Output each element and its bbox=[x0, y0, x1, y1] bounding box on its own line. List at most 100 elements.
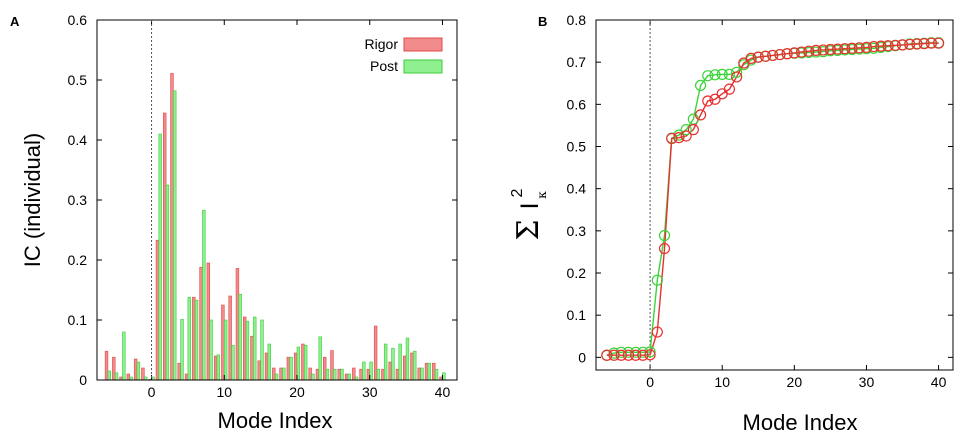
bar-post bbox=[216, 354, 221, 381]
bar-post bbox=[260, 319, 264, 381]
panel-b-y-axis-title: Σ I κ 2 bbox=[509, 188, 549, 240]
bar-post bbox=[427, 362, 431, 381]
point-rigor bbox=[882, 40, 894, 52]
bar-post bbox=[274, 373, 279, 381]
point-post bbox=[630, 346, 642, 358]
point-rigor bbox=[752, 51, 764, 63]
bar-post bbox=[413, 350, 417, 381]
point-rigor bbox=[644, 349, 656, 361]
bar-post bbox=[347, 373, 351, 381]
point-rigor bbox=[781, 48, 793, 60]
panel-b-y-tick-label: 0.1 bbox=[567, 307, 587, 323]
bar-rigor bbox=[250, 335, 254, 381]
bar-rigor bbox=[301, 343, 305, 381]
panel-b-y-tick-label: 0.8 bbox=[567, 12, 587, 28]
point-rigor bbox=[795, 46, 808, 58]
bar-post bbox=[391, 347, 395, 381]
point-rigor bbox=[788, 47, 800, 59]
point-rigor bbox=[774, 48, 786, 61]
point-rigor bbox=[824, 43, 836, 56]
bar-rigor bbox=[381, 368, 385, 381]
intensity-variable: I bbox=[516, 202, 544, 209]
panel-a-y-axis-title: IC (individual) bbox=[20, 133, 45, 268]
panel-b: B 0 10 20 30 40 0 0.1 0.2 0.3 0.4 0.5 0.6 0.7 0.8 Mod… bbox=[509, 12, 954, 435]
bar-rigor bbox=[126, 373, 131, 381]
bar-post bbox=[253, 316, 257, 381]
point-rigor bbox=[896, 39, 909, 51]
bar-post bbox=[209, 319, 213, 381]
point-post bbox=[637, 346, 649, 358]
point-post bbox=[731, 66, 743, 78]
bar-rigor bbox=[432, 362, 436, 381]
point-rigor bbox=[680, 130, 692, 142]
bar-post bbox=[420, 367, 424, 381]
bar-rigor bbox=[264, 352, 269, 381]
bar-post bbox=[267, 343, 271, 381]
bar-rigor bbox=[272, 367, 276, 381]
panel-b-y-tick-label: 0.3 bbox=[567, 223, 587, 239]
bar-rigor bbox=[308, 367, 312, 381]
panel-b-x-tick-label: 10 bbox=[714, 374, 730, 390]
point-rigor bbox=[622, 349, 635, 361]
bar-rigor bbox=[410, 352, 414, 381]
point-rigor bbox=[875, 40, 887, 52]
bar-post bbox=[333, 368, 337, 381]
point-post bbox=[680, 124, 692, 136]
point-rigor bbox=[817, 44, 829, 56]
point-rigor bbox=[745, 52, 757, 64]
bar-post bbox=[325, 368, 330, 381]
point-rigor bbox=[767, 49, 779, 62]
bar-rigor bbox=[279, 367, 283, 381]
point-post bbox=[622, 346, 635, 358]
legend-swatch-rigor bbox=[403, 37, 443, 52]
point-post bbox=[673, 129, 685, 141]
bar-rigor bbox=[286, 356, 291, 381]
panel-a-x-tick-label: 20 bbox=[289, 384, 305, 400]
panel-a-y-tick-label: 0.6 bbox=[68, 12, 88, 28]
point-post bbox=[644, 346, 656, 358]
point-rigor bbox=[904, 38, 916, 51]
bar-post bbox=[122, 331, 126, 381]
bar-post bbox=[194, 299, 199, 381]
point-rigor bbox=[601, 349, 613, 361]
legend-label-post: Post bbox=[370, 58, 398, 74]
panel-b-lines bbox=[601, 37, 945, 361]
panel-a-y-tick-label: 0.2 bbox=[68, 252, 88, 268]
point-rigor bbox=[709, 93, 721, 105]
panel-b-x-tick-label: 30 bbox=[859, 374, 875, 390]
bar-post bbox=[362, 361, 366, 381]
point-post bbox=[651, 274, 663, 286]
point-rigor bbox=[615, 349, 627, 361]
point-rigor bbox=[839, 43, 851, 55]
point-rigor bbox=[666, 132, 678, 145]
panel-a-x-tick-label: 0 bbox=[148, 384, 156, 400]
panel-b-y-tick-label: 0 bbox=[578, 349, 586, 365]
bar-rigor bbox=[424, 362, 429, 381]
sigma-symbol: Σ bbox=[511, 219, 546, 240]
point-rigor bbox=[687, 124, 699, 136]
bar-rigor bbox=[243, 316, 247, 381]
bar-rigor bbox=[170, 73, 174, 381]
bar-post bbox=[303, 344, 308, 381]
line-post bbox=[606, 42, 939, 356]
point-rigor bbox=[832, 43, 844, 55]
point-rigor bbox=[810, 44, 822, 56]
bar-post bbox=[187, 296, 191, 381]
panel-b-letter: B bbox=[538, 14, 547, 29]
bar-post bbox=[289, 356, 293, 381]
bar-post bbox=[136, 361, 141, 381]
bar-post bbox=[340, 368, 344, 381]
point-rigor bbox=[651, 326, 663, 338]
panel-a-x-tick-label: 40 bbox=[435, 384, 451, 400]
panel-a-y-tick-label: 0.4 bbox=[68, 132, 88, 148]
bar-rigor bbox=[184, 373, 189, 381]
panel-a-bars bbox=[104, 73, 446, 381]
bar-post bbox=[434, 368, 439, 381]
point-rigor bbox=[637, 349, 649, 361]
point-rigor bbox=[702, 95, 714, 107]
panel-a-x-tick-label: 10 bbox=[216, 384, 232, 400]
bar-rigor bbox=[155, 239, 160, 381]
bar-post bbox=[107, 370, 111, 381]
panel-a-y-tick-label: 0.1 bbox=[68, 312, 88, 328]
bar-rigor bbox=[395, 368, 400, 381]
